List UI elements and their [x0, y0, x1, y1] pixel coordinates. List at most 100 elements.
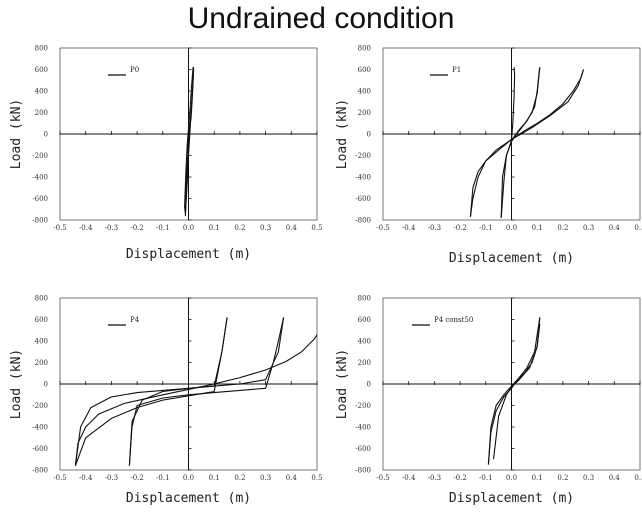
y-tick-label: 400 [358, 88, 371, 96]
y-tick-label: 0 [44, 131, 48, 139]
y-tick-label: -200 [32, 402, 48, 410]
y-axis-label: Load (kN) [335, 99, 350, 169]
y-tick-label: 600 [35, 66, 48, 74]
y-tick-label: -200 [32, 152, 48, 160]
x-axis-label: Displacement (m) [449, 491, 574, 506]
y-tick-label: -200 [355, 152, 371, 160]
x-tick-label: -0.3 [428, 224, 442, 232]
y-tick-label: 800 [35, 45, 48, 53]
series-line-4 [500, 67, 541, 218]
chart-panel-3: -0.5 -0.4 -0.3 -0.2 -0.1 0.0 0.1 0.2 0.3 0.4 0.5 80… [9, 295, 323, 507]
y-tick-label: 400 [35, 88, 48, 96]
y-tick-label: 800 [358, 295, 371, 303]
chart-panel-4: -0.5 -0.4 -0.3 -0.2 -0.1 0.0 0.1 0.2 0.3 0.4 0.5 80… [335, 295, 642, 507]
x-tick-label: 0.5 [634, 224, 642, 232]
y-tick-label: 0 [44, 381, 48, 389]
series-line-1 [74, 333, 317, 466]
y-tick-label: -400 [32, 174, 48, 182]
x-tick-label: -0.1 [156, 224, 170, 232]
series-line-2 [184, 67, 195, 217]
x-tick-label: -0.2 [453, 224, 467, 232]
x-tick-label: 0.1 [532, 224, 543, 232]
y-axis-label: Load (kN) [9, 349, 24, 419]
x-tick-label: 0.0 [183, 474, 194, 482]
y-tick-label: -200 [355, 402, 371, 410]
x-tick-label: -0.3 [428, 474, 442, 482]
x-tick-label: 0.2 [234, 224, 245, 232]
y-tick-label: -800 [355, 467, 371, 475]
series-line-2 [469, 69, 585, 217]
x-tick-label: 0.3 [260, 474, 271, 482]
legend-label: P0 [130, 66, 139, 74]
x-tick-label: 0.3 [583, 224, 594, 232]
x-tick-label: 0.1 [209, 474, 220, 482]
x-tick-label: 0.5 [311, 224, 322, 232]
series-line-1 [469, 69, 585, 217]
x-tick-label: -0.2 [130, 474, 144, 482]
y-tick-label: 0 [367, 131, 371, 139]
x-tick-label: -0.1 [479, 474, 493, 482]
x-tick-label: -0.4 [402, 474, 416, 482]
x-tick-label: 0.3 [583, 474, 594, 482]
y-tick-label: 400 [35, 338, 48, 346]
y-tick-label: 600 [358, 66, 371, 74]
x-axis-label: Displacement (m) [126, 491, 251, 506]
y-tick-label: 200 [35, 359, 48, 367]
y-tick-label: -600 [32, 445, 48, 453]
y-tick-label: -800 [32, 467, 48, 475]
y-tick-label: 600 [358, 316, 371, 324]
x-tick-label: 0.4 [609, 224, 621, 232]
y-axis-label: Load (kN) [9, 99, 24, 169]
y-tick-label: 200 [358, 359, 371, 367]
x-tick-label: -0.1 [479, 224, 493, 232]
x-tick-label: -0.3 [105, 474, 119, 482]
x-tick-label: -0.4 [402, 224, 416, 232]
y-tick-label: 200 [35, 109, 48, 117]
x-tick-label: -0.5 [376, 474, 390, 482]
x-tick-label: -0.2 [130, 224, 144, 232]
series-line-5 [74, 317, 228, 466]
x-tick-label: 0.2 [557, 474, 568, 482]
x-axis-label: Displacement (m) [126, 247, 251, 262]
y-tick-label: -600 [355, 445, 371, 453]
x-tick-label: 0.4 [286, 474, 298, 482]
legend-label: P4 const50 [434, 316, 473, 324]
chart-panel-2: -0.5 -0.4 -0.3 -0.2 -0.1 0.0 0.1 0.2 0.3 0.4 0.5 80… [335, 45, 642, 267]
series-line-3 [492, 323, 541, 460]
x-tick-label: -0.5 [376, 224, 390, 232]
x-tick-label: 0.1 [532, 474, 543, 482]
y-tick-label: 400 [358, 338, 371, 346]
x-tick-label: -0.4 [79, 474, 93, 482]
x-tick-label: -0.1 [156, 474, 170, 482]
x-tick-label: 0.2 [557, 224, 568, 232]
x-tick-label: -0.5 [53, 224, 67, 232]
y-tick-label: 200 [358, 109, 371, 117]
x-axis-label: Displacement (m) [449, 251, 574, 266]
series-line-5 [510, 67, 516, 140]
series-line-2 [487, 317, 541, 465]
legend-label: P1 [452, 66, 461, 74]
y-axis-label: Load (kN) [335, 349, 350, 419]
y-tick-label: 600 [35, 316, 48, 324]
main-title: Undrained condition [187, 2, 455, 35]
x-tick-label: 0.2 [234, 474, 245, 482]
x-tick-label: 0.5 [634, 474, 642, 482]
y-tick-label: -600 [355, 195, 371, 203]
x-tick-label: -0.2 [453, 474, 467, 482]
series-line-1 [487, 317, 541, 465]
x-tick-label: -0.3 [105, 224, 119, 232]
x-tick-label: -0.4 [79, 224, 93, 232]
series-line-3 [128, 317, 285, 466]
x-tick-label: 0.0 [506, 224, 517, 232]
y-tick-label: -400 [32, 424, 48, 432]
x-tick-label: 0.0 [506, 474, 517, 482]
x-tick-label: 0.3 [260, 224, 271, 232]
y-tick-label: -400 [355, 424, 371, 432]
x-tick-label: -0.5 [53, 474, 67, 482]
y-tick-label: 800 [35, 295, 48, 303]
y-tick-label: -400 [355, 174, 371, 182]
y-tick-label: -800 [32, 217, 48, 225]
y-tick-label: 0 [367, 381, 371, 389]
y-tick-label: -800 [355, 217, 371, 225]
